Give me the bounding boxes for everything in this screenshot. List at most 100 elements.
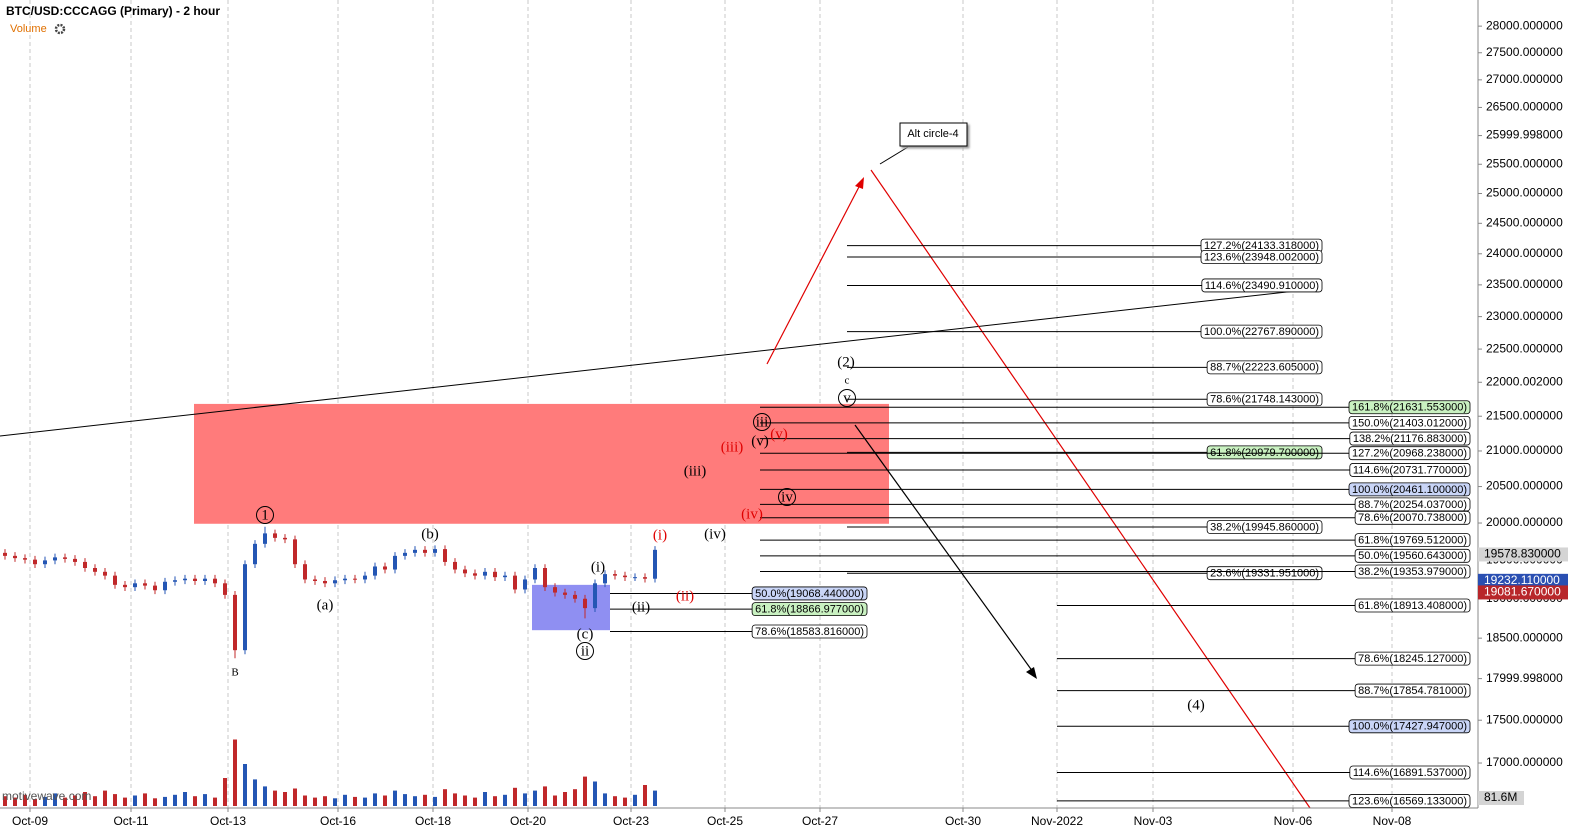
wave-label: (v)	[751, 433, 769, 449]
callout-text: Alt circle-4	[907, 128, 958, 140]
volume-bar	[333, 798, 337, 806]
volume-bar	[63, 797, 67, 806]
candle-body	[303, 564, 307, 580]
volume-bar	[383, 795, 387, 806]
fib-label: 123.6%(16569.133000)	[1352, 795, 1467, 807]
settings-icon[interactable]	[54, 23, 66, 35]
y-tick-label: 25000.000000	[1486, 186, 1563, 200]
volume-bar	[513, 787, 517, 806]
fib-label: 88.7%(22223.605000)	[1210, 362, 1319, 374]
fib-label: 61.8%(18913.408000)	[1358, 600, 1467, 612]
volume-bar	[473, 797, 477, 806]
volume-bar	[573, 789, 577, 806]
wave-label: (ii)	[676, 588, 694, 604]
wave-label: (b)	[421, 526, 439, 542]
candle-body	[13, 555, 17, 559]
candle-body	[543, 568, 547, 588]
candle-body	[363, 575, 367, 580]
x-tick-label: Oct-09	[12, 814, 48, 828]
fib-label: 23.6%(19331.951000)	[1210, 568, 1319, 580]
volume-bar	[373, 793, 377, 806]
wave-label: v	[843, 390, 851, 406]
y-tick-label: 18500.000000	[1486, 630, 1563, 644]
y-tick-label: 28000.000000	[1486, 18, 1563, 32]
y-tick-label: 25999.998000	[1486, 128, 1563, 142]
volume-bar	[433, 796, 437, 806]
volume-bar	[83, 792, 87, 806]
volume-bar	[603, 793, 607, 806]
volume-bar	[203, 794, 207, 806]
wave-label: 1	[261, 507, 269, 523]
candle-body	[33, 559, 37, 565]
volume-bar	[213, 797, 217, 806]
candle-body	[443, 549, 447, 562]
candle-body	[463, 569, 467, 574]
y-tick-label: 20000.000000	[1486, 515, 1563, 529]
candle-body	[113, 575, 117, 585]
candle-body	[123, 584, 127, 588]
x-tick-label: Oct-27	[802, 814, 838, 828]
wave-label: (iii)	[721, 439, 744, 455]
y-tick-label: 17999.998000	[1486, 671, 1563, 685]
fib-label: 123.6%(23948.002000)	[1204, 251, 1319, 263]
wave-label: (iv)	[704, 526, 726, 542]
candle-body	[73, 558, 77, 562]
volume-bar	[523, 793, 527, 806]
candle-body	[643, 577, 647, 579]
volume-bar	[163, 796, 167, 806]
price-tag-label: 19081.670000	[1484, 585, 1561, 599]
candle-body	[3, 552, 7, 556]
candle-body	[43, 560, 47, 565]
candle-body	[533, 568, 537, 580]
volume-bar	[593, 781, 597, 806]
fib-label: 50.0%(19560.643000)	[1358, 550, 1467, 562]
x-tick-label: Oct-18	[415, 814, 451, 828]
fib-label-box	[751, 624, 868, 639]
volume-bar	[423, 794, 427, 806]
volume-bar	[623, 797, 627, 806]
y-tick-label: 22500.000000	[1486, 341, 1563, 355]
y-tick-label: 17500.000000	[1486, 712, 1563, 726]
fib-label-box	[1354, 651, 1471, 666]
candle-body	[203, 578, 207, 581]
volume-bar	[613, 796, 617, 806]
candle-body	[173, 580, 177, 582]
wave-label: (2)	[837, 354, 855, 370]
fib-label: 88.7%(17854.781000)	[1358, 685, 1467, 697]
arrow	[854, 424, 1034, 673]
volume-bar	[453, 793, 457, 806]
candle-body	[333, 580, 337, 584]
volume-bar	[553, 795, 557, 806]
candle-body	[253, 543, 257, 565]
fib-label-box	[1354, 548, 1471, 563]
candle-body	[183, 578, 187, 581]
candle-body	[213, 578, 217, 584]
volume-bar	[563, 792, 567, 806]
arrow-head	[855, 177, 864, 189]
volume-bar	[463, 795, 467, 806]
candle-body	[493, 571, 497, 578]
candle-body	[403, 552, 407, 556]
candle-body	[583, 598, 587, 609]
fib-label: 114.6%(16891.537000)	[1353, 767, 1467, 779]
volume-bar	[33, 799, 37, 806]
fib-label: 78.6%(21748.143000)	[1210, 394, 1319, 406]
y-tick-label: 20500.000000	[1486, 479, 1563, 493]
candle-body	[633, 577, 637, 579]
candle-body	[83, 561, 87, 569]
candle-body	[453, 561, 457, 570]
candle-body	[53, 557, 57, 561]
candle-body	[153, 585, 157, 591]
candle-body	[513, 575, 517, 590]
fib-label: 38.2%(19945.860000)	[1210, 521, 1319, 533]
volume-bar	[313, 797, 317, 806]
candle-body	[553, 587, 557, 593]
y-tick-label: 17000.000000	[1486, 755, 1563, 769]
x-tick-label: Nov-03	[1134, 814, 1173, 828]
candle-body	[393, 555, 397, 570]
x-tick-label: Oct-25	[707, 814, 743, 828]
wave-label: (i)	[591, 559, 605, 575]
zone	[532, 584, 610, 631]
price-tag-label: 19578.830000	[1484, 547, 1561, 561]
